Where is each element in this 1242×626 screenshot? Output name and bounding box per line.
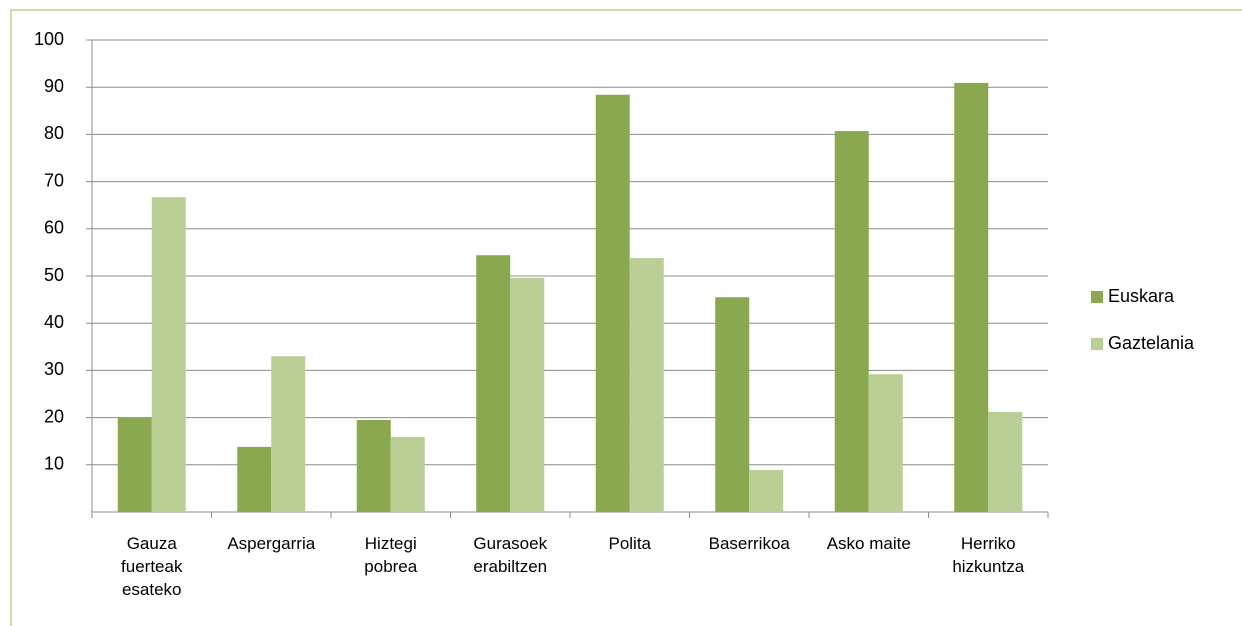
bar (749, 469, 784, 512)
bar (988, 411, 1023, 512)
legend-swatch (1091, 338, 1103, 350)
x-tick-label: Polita (608, 534, 652, 553)
bar (954, 82, 989, 513)
bar (151, 197, 186, 512)
legend-swatch (1091, 291, 1103, 303)
y-tick-label: 70 (44, 170, 64, 190)
x-tick-label: Aspergarria (227, 534, 316, 553)
bar (390, 436, 425, 512)
y-tick-label: 30 (44, 359, 64, 379)
x-tick-label: Gurasoek erabiltzen (473, 534, 548, 576)
y-tick-label: 100 (34, 29, 64, 49)
y-tick-label: 90 (44, 76, 64, 96)
bar (868, 374, 903, 512)
bar (356, 419, 391, 512)
y-tick-label: 50 (44, 265, 64, 285)
x-tick-label: Herriko hizkuntza (952, 534, 1025, 576)
x-tick-label: Baserrikoa (708, 534, 790, 553)
x-tick-label: Gauza fuerteak esateko (121, 534, 183, 599)
y-tick-label: 10 (44, 454, 64, 474)
y-tick-label: 20 (44, 406, 64, 426)
legend-label: Gaztelania (1108, 333, 1195, 353)
y-tick-label: 60 (44, 218, 64, 238)
bar (629, 258, 664, 512)
legend-label: Euskara (1108, 286, 1175, 306)
x-tick-label: Asko maite (826, 534, 911, 553)
bar (595, 94, 630, 512)
bar (117, 417, 152, 512)
bar (834, 131, 869, 512)
bar (237, 446, 272, 512)
y-tick-label: 80 (44, 123, 64, 143)
bar (476, 255, 511, 512)
bar (510, 277, 545, 512)
y-tick-label: 40 (44, 312, 64, 332)
x-tick-label: Hiztegi pobrea (364, 534, 418, 576)
bar (271, 356, 306, 512)
bar (715, 297, 750, 512)
border (10, 9, 1242, 626)
